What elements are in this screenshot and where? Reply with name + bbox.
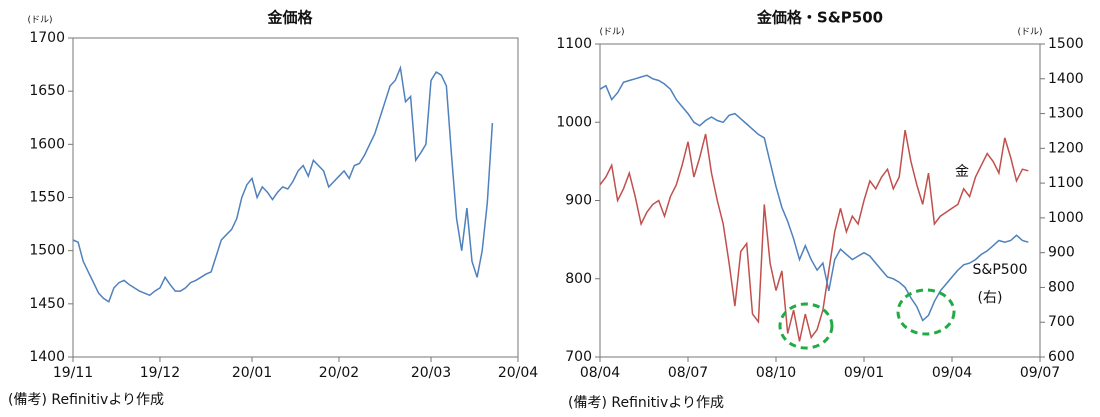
y2-tick-label: 1400 [1048,71,1084,87]
y2-tick-label: 1100 [1048,175,1084,191]
y2-tick-label: 700 [1048,314,1075,330]
y-tick-label: 1400 [29,349,65,365]
x-tick-label: 20/01 [232,365,272,381]
y-tick-label: 1100 [556,36,592,52]
note: (備考) Refinitivより作成 [568,395,724,411]
x-tick-label: 08/10 [756,365,796,381]
y-unit: (ドル) [599,28,624,38]
y2-tick-label: 900 [1048,245,1075,261]
x-tick-label: 20/02 [319,365,359,381]
y2-tick-label: 1500 [1048,36,1084,52]
series-line [599,129,1029,342]
y-tick-label: 800 [565,271,592,287]
y-tick-label: 1650 [29,83,65,99]
y-tick-label: 1000 [556,114,592,130]
y-tick-label: 1600 [29,136,65,152]
y-tick-label: 700 [565,349,592,365]
x-tick-label: 19/12 [140,365,180,381]
y-tick-label: 1450 [29,296,65,312]
series-label: 金 [955,164,969,180]
highlight-circle [778,302,834,350]
series-label: S&P500 [973,262,1028,278]
y-tick-label: 1700 [29,30,65,46]
annotation: (右) [978,290,1003,306]
x-tick-label: 19/11 [53,365,93,381]
y2-tick-label: 1000 [1048,210,1084,226]
note: (備考) Refinitivより作成 [8,392,164,408]
chart-title: 金価格・S&P500 [756,9,883,27]
y2-tick-label: 1300 [1048,106,1084,122]
series-line [72,64,494,303]
y-tick-label: 1500 [29,243,65,259]
y-tick-label: 900 [565,193,592,209]
x-tick-label: 20/04 [498,365,538,381]
y2-unit: (ドル) [1017,28,1042,38]
y2-tick-label: 1200 [1048,140,1084,156]
x-tick-label: 08/04 [580,365,620,381]
y2-tick-label: 600 [1048,349,1075,365]
y-tick-label: 1550 [29,190,65,206]
y-unit: (ドル) [27,16,52,26]
x-tick-label: 09/01 [844,365,884,381]
x-tick-label: 20/03 [411,365,451,381]
x-tick-label: 09/04 [932,365,972,381]
y2-tick-label: 800 [1048,279,1075,295]
series-line [599,74,1029,322]
highlight-circle [896,288,956,336]
chart-title: 金価格 [266,9,313,27]
x-tick-label: 08/07 [668,365,708,381]
x-tick-label: 09/07 [1020,365,1060,381]
